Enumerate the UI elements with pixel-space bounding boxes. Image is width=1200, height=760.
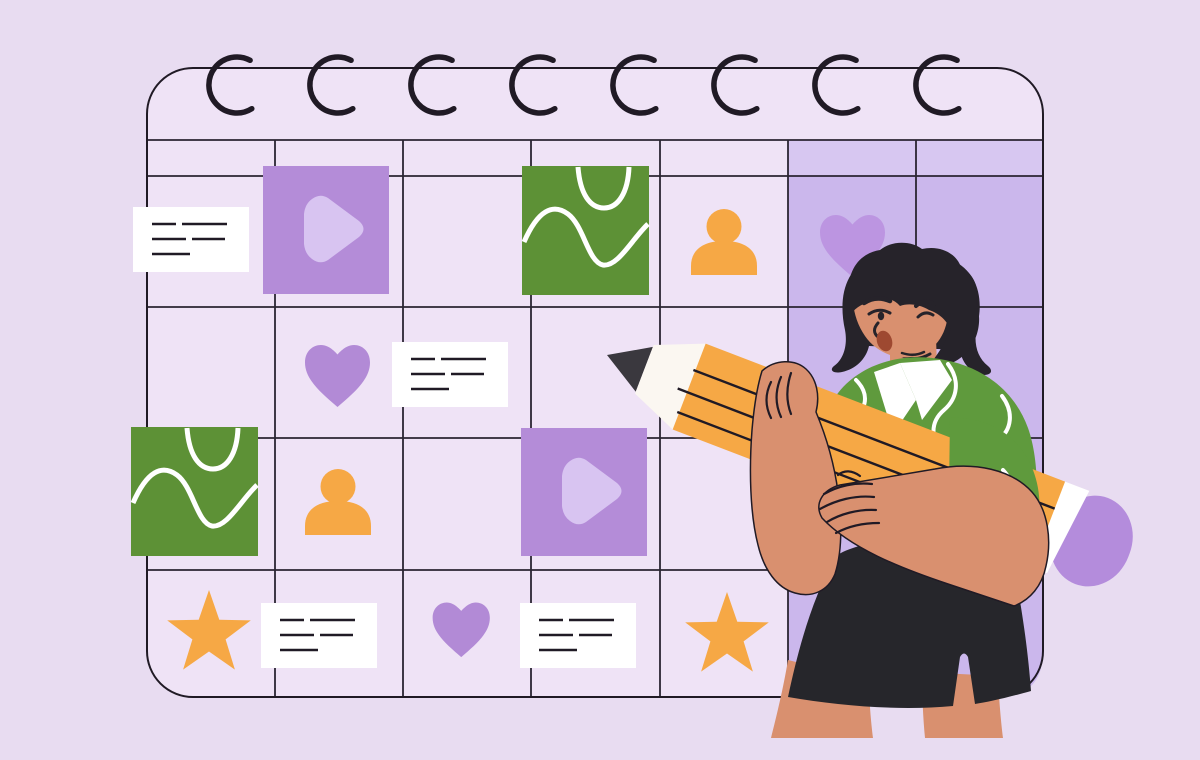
arm-left-shape — [818, 465, 1050, 607]
chin-line — [900, 350, 926, 356]
finger-line — [822, 482, 874, 496]
ring-icon — [610, 54, 659, 116]
hand-upper-fingers — [765, 371, 793, 420]
hand-lower-fingers — [818, 470, 881, 535]
eyebrow-right — [914, 299, 936, 308]
ring-icon — [408, 54, 457, 116]
finger-line — [765, 380, 773, 420]
hair-front — [848, 242, 980, 366]
ring-icon — [711, 54, 760, 116]
play-icon — [521, 428, 647, 556]
ring-icon — [206, 54, 255, 116]
collar-right — [900, 360, 952, 420]
finger-line — [786, 371, 793, 416]
finger-line — [818, 495, 876, 511]
mouth — [876, 330, 893, 352]
finger-line — [834, 521, 881, 535]
face-features — [861, 296, 936, 356]
note-card-icon — [390, 340, 510, 409]
pupil-left — [877, 311, 885, 321]
arm-left — [818, 465, 1050, 607]
pencil-tip — [607, 346, 653, 392]
nose-line — [873, 321, 880, 339]
ring-icon — [913, 54, 962, 116]
thumb-line — [836, 470, 862, 478]
arm-right-shape — [749, 361, 842, 596]
note-card-icon — [259, 601, 379, 670]
eye-left — [867, 308, 892, 316]
spiral-rings — [206, 54, 962, 116]
wave-photo-icon — [131, 427, 258, 556]
arm-right — [749, 361, 842, 596]
ring-icon — [812, 54, 861, 116]
note-card-icon — [518, 601, 638, 670]
play-icon — [263, 166, 389, 294]
finger-line — [825, 508, 878, 524]
eye-right-wink — [916, 311, 935, 319]
finger-line — [775, 375, 783, 419]
ring-icon — [307, 54, 356, 116]
wave-photo-icon — [522, 166, 649, 295]
note-card-icon — [131, 205, 251, 274]
pencil-wood — [635, 343, 706, 430]
calendar-border — [146, 67, 1044, 698]
ring-icon — [509, 54, 558, 116]
eyebrow-left — [861, 296, 893, 306]
collar-left — [874, 363, 916, 434]
